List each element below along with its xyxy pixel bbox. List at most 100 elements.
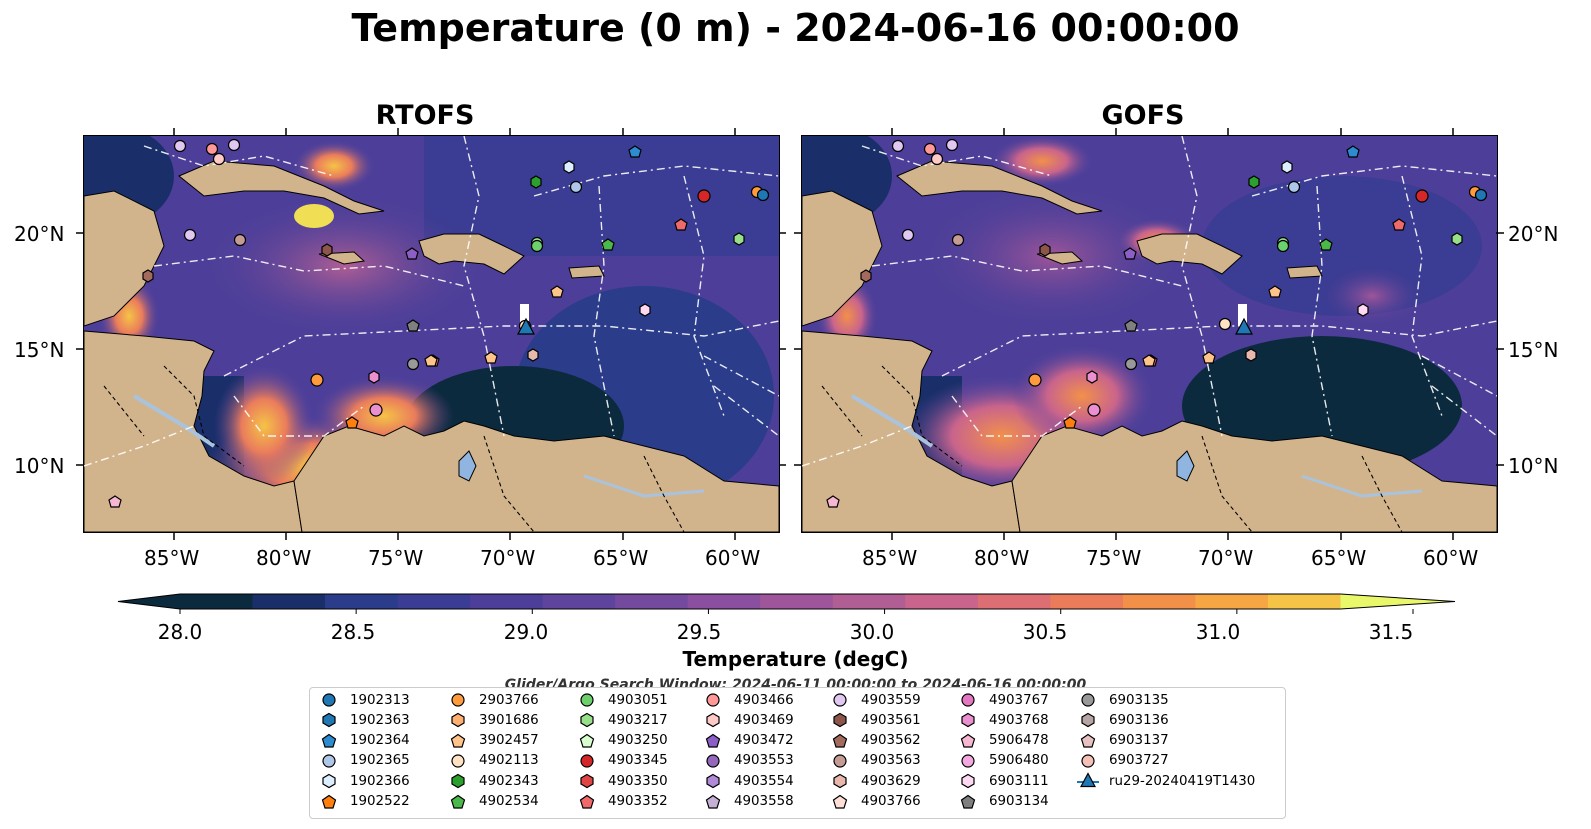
rtofs-map [83, 135, 780, 533]
legend-item-label: 4903051 [608, 692, 668, 708]
legend-item: 4903629 [829, 771, 921, 791]
circle-marker-icon [318, 751, 350, 771]
legend-item: 4903559 [829, 690, 921, 710]
legend-item-label: 5906478 [989, 733, 1049, 749]
hexagon-marker-icon [318, 710, 350, 730]
legend-item: 6903136 [1077, 710, 1169, 730]
pentagon-marker-icon [702, 792, 734, 812]
legend-item: 2903766 [447, 690, 539, 710]
lon-label-65w-right: 65°W [1311, 546, 1367, 570]
legend-item: 4903766 [829, 792, 921, 812]
colorbar-segment [397, 594, 471, 609]
legend-item-label: 1902365 [350, 753, 410, 769]
legend-item: 6903727 [1077, 751, 1169, 771]
legend-item: 4903768 [957, 710, 1049, 730]
legend-item: 6903111 [957, 771, 1049, 791]
legend-item: 1902313 [318, 690, 410, 710]
lon-label-65w-left: 65°W [593, 546, 649, 570]
colorbar-tick-31-5: 31.5 [1368, 620, 1414, 644]
legend-item-label: 6903136 [1109, 712, 1169, 728]
colorbar-tick-28-0: 28.0 [157, 620, 203, 644]
legend-item-label: 4903768 [989, 712, 1049, 728]
hexagon-marker-icon [702, 771, 734, 791]
hexagon-marker-icon [702, 710, 734, 730]
lat-label-20n-left: 20°N [14, 222, 65, 246]
colorbar-tick-28-5: 28.5 [330, 620, 376, 644]
gofs-map [801, 135, 1498, 533]
legend-item: 4903466 [702, 690, 794, 710]
legend-item-label: 3902457 [479, 733, 539, 749]
colorbar-tick-29-5: 29.5 [676, 620, 722, 644]
colorbar-min-extend [118, 594, 180, 609]
colorbar-segment [760, 594, 834, 609]
legend-item: 6903137 [1077, 731, 1169, 751]
legend-item: 3902457 [447, 731, 539, 751]
colorbar-segment [905, 594, 979, 609]
legend-item-label: 1902363 [350, 712, 410, 728]
legend-item: 1902365 [318, 751, 410, 771]
legend-item-label: 4903250 [608, 733, 668, 749]
hexagon-marker-icon [1077, 710, 1109, 730]
pentagon-marker-icon [576, 792, 608, 812]
legend-item-label: 6903135 [1109, 692, 1169, 708]
legend-item: 4902343 [447, 771, 539, 791]
circle-marker-icon [576, 690, 608, 710]
legend-item: 4903554 [702, 771, 794, 791]
colorbar-segment [1267, 594, 1341, 609]
legend-item: 4903217 [576, 710, 668, 730]
lat-label-15n-left: 15°N [14, 338, 65, 362]
legend-item-label: 4903561 [861, 712, 921, 728]
lat-label-20n-right: 20°N [1508, 222, 1559, 246]
legend-item-label: 1902366 [350, 773, 410, 789]
pentagon-marker-icon [702, 731, 734, 751]
legend-item-label: 4903345 [608, 753, 668, 769]
gofs-map-graphic [802, 136, 1497, 532]
circle-marker-icon [1077, 751, 1109, 771]
legend-item: 1902366 [318, 771, 410, 791]
circle-marker-icon [318, 690, 350, 710]
legend-item: 3901686 [447, 710, 539, 730]
legend-item: 4903562 [829, 731, 921, 751]
legend-item-label: 4903767 [989, 692, 1049, 708]
legend-item-label: 4902113 [479, 753, 539, 769]
lon-label-80w-left: 80°W [256, 546, 312, 570]
legend-item: 4903051 [576, 690, 668, 710]
colorbar-tick-30-0: 30.0 [849, 620, 895, 644]
lon-label-70w-right: 70°W [1198, 546, 1254, 570]
circle-marker-icon [447, 690, 479, 710]
pentagon-marker-icon [829, 792, 861, 812]
hexagon-marker-icon [576, 771, 608, 791]
hexagon-marker-icon [447, 771, 479, 791]
legend-item-label: 4903766 [861, 794, 921, 809]
lon-label-85w-right: 85°W [862, 546, 918, 570]
figure-title: Temperature (0 m) - 2024-06-16 00:00:00 [351, 6, 1240, 50]
hexagon-marker-icon [447, 710, 479, 730]
lon-label-85w-left: 85°W [144, 546, 200, 570]
hexagon-marker-icon [957, 710, 989, 730]
legend-item-label: 4903553 [734, 753, 794, 769]
legend-item: 4903250 [576, 731, 668, 751]
pentagon-marker-icon [576, 731, 608, 751]
legend-item: 1902364 [318, 731, 410, 751]
legend-item: ru29-20240419T1430 [1077, 771, 1255, 791]
lat-label-15n-right: 15°N [1508, 338, 1559, 362]
legend-item: 4902534 [447, 792, 539, 812]
hexagon-marker-icon [957, 771, 989, 791]
pentagon-marker-icon [447, 731, 479, 751]
colorbar-segment [180, 594, 254, 609]
legend: 1902313 1902363 1902364 1902365 1902366 19025… [309, 687, 1286, 819]
legend-item-label: 1902522 [350, 794, 410, 809]
hexagon-marker-icon [576, 710, 608, 730]
colorbar-tick-29-0: 29.0 [503, 620, 549, 644]
legend-item: 6903134 [957, 792, 1049, 812]
legend-item: 4903563 [829, 751, 921, 771]
legend-item-label: 4903559 [861, 692, 921, 708]
legend-item-label: 6903137 [1109, 733, 1169, 749]
colorbar-segment [977, 594, 1051, 609]
legend-item-label: 4903558 [734, 794, 794, 809]
colorbar-segment [1195, 594, 1269, 609]
circle-marker-icon [702, 690, 734, 710]
legend-item-label: 4903554 [734, 773, 794, 789]
